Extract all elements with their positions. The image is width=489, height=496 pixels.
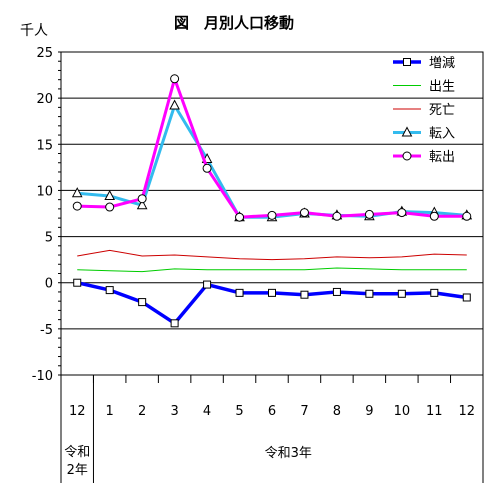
legend-item: 死亡 [393,103,455,118]
legend-label: 転出 [429,150,455,165]
x-tick-label: 10 [394,404,411,419]
series-出生 [77,267,467,273]
y-tick-label: 0 [45,277,53,292]
x-tick-label: 6 [268,404,276,419]
data-point [267,210,277,220]
y-tick-label: 15 [36,138,53,153]
series-転出 [72,74,472,222]
legend-marker [401,126,413,137]
data-point [268,288,276,297]
legend-item: 転出 [393,150,455,165]
x-tick-label: 3 [170,404,178,419]
x-tick-label: 4 [203,404,211,419]
data-point [170,319,179,328]
data-point [235,212,245,222]
y-tick-label: -10 [32,369,53,384]
data-point [73,278,82,287]
data-point [332,211,342,221]
legend-marker [402,151,412,161]
data-point [105,202,115,212]
legend-label: 転入 [429,127,455,142]
legend-item: 転入 [393,126,455,142]
x-tick-label: 12 [458,404,475,419]
data-point [137,194,147,204]
x-tick-label: 2 [138,404,146,419]
x-tick-label: 8 [333,404,341,419]
series-増減 [73,278,471,328]
series-lines [71,74,473,328]
data-point [429,211,439,221]
data-point [364,209,374,219]
x-tick-label: 7 [300,404,308,419]
data-point [299,208,309,218]
data-point [169,99,180,110]
year-group-label: 令和3年 [265,446,312,461]
y-axis: -10 -5 0 5 10 15 20 25 [32,46,61,384]
y-tick-label: 10 [36,184,53,199]
data-point [170,74,180,84]
series-line [77,249,467,261]
x-tick-label: 5 [235,404,243,419]
gridlines [61,51,483,376]
legend-label: 増減 [429,55,455,71]
data-point [71,187,83,198]
data-point [203,280,212,289]
y-tick-label: -5 [40,323,53,338]
data-point [430,288,439,297]
legend-label: 死亡 [429,103,455,118]
year-group-label: 2年 [67,463,88,478]
legend-item: 出生 [393,80,455,95]
y-tick-label: 25 [36,46,53,61]
data-point [462,293,471,302]
x-tick-label: 11 [426,404,443,419]
series-死亡 [77,249,467,261]
legend-item: 増減 [393,55,455,71]
x-tick-label: 9 [365,404,373,419]
data-point [365,289,374,298]
x-tick-label: 12 [69,404,86,419]
legend-marker [403,58,411,66]
y-axis-unit-label: 千人 [20,23,48,39]
legend-label: 出生 [429,80,455,95]
data-point [462,211,472,221]
year-group-label: 令和 [64,445,90,460]
x-tick-label: 1 [106,404,114,419]
data-point [397,289,406,298]
chart-title: 図 月別人口移動 [174,14,294,32]
y-tick-label: 5 [45,231,53,246]
y-tick-label: 20 [36,92,53,107]
data-point [235,288,244,297]
data-point [136,199,148,210]
data-point [105,286,114,295]
data-point [104,189,116,200]
data-point [202,163,212,173]
data-point [397,208,407,218]
data-point [300,290,309,299]
data-point [72,201,82,211]
data-point [332,287,341,296]
series-line [77,267,467,273]
data-point [138,298,147,307]
